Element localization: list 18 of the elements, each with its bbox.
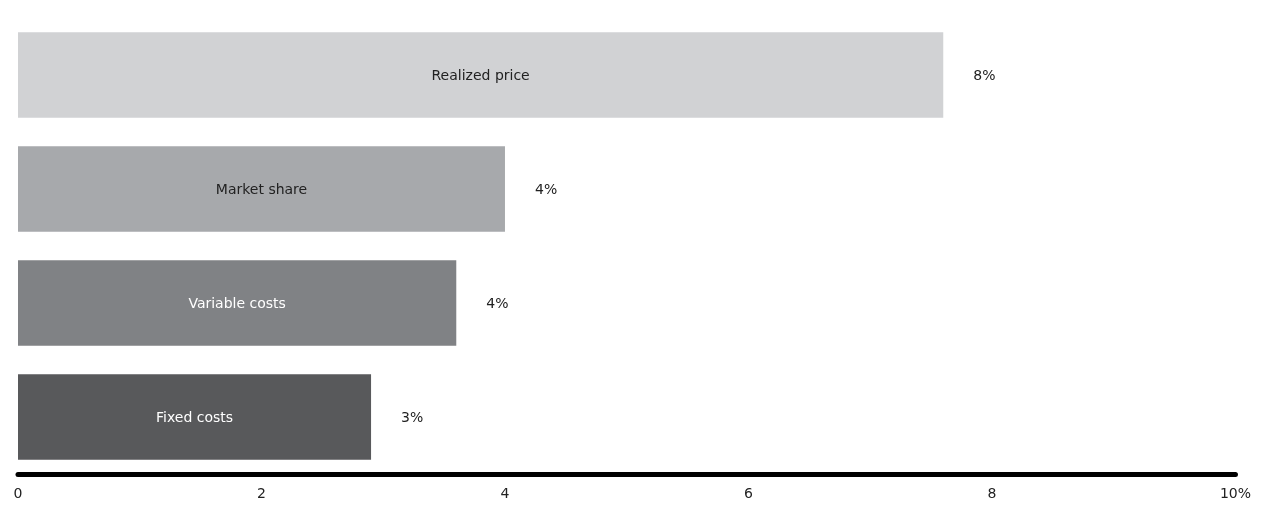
data-label: 4% [534, 181, 558, 197]
data-label: 4% [486, 295, 509, 311]
bar [18, 374, 372, 460]
x-tick-label: 0 [13, 485, 23, 501]
bar [18, 260, 457, 346]
x-tick-label: 6 [744, 485, 753, 501]
x-tick-label: 10% [1219, 485, 1251, 501]
y-tick-label: Realized price [431, 67, 530, 83]
x-tick-label: 8 [987, 485, 997, 501]
x-tick-label: 4 [500, 485, 510, 501]
y-tick-label: Market share [215, 181, 308, 197]
x-tick-label: 2 [257, 485, 266, 501]
bar [18, 32, 944, 118]
bar [18, 146, 505, 232]
y-tick-label: Variable costs [188, 295, 286, 311]
data-label: 8% [973, 67, 996, 83]
data-label: 3% [401, 409, 424, 425]
y-tick-label: Fixed costs [155, 409, 234, 425]
